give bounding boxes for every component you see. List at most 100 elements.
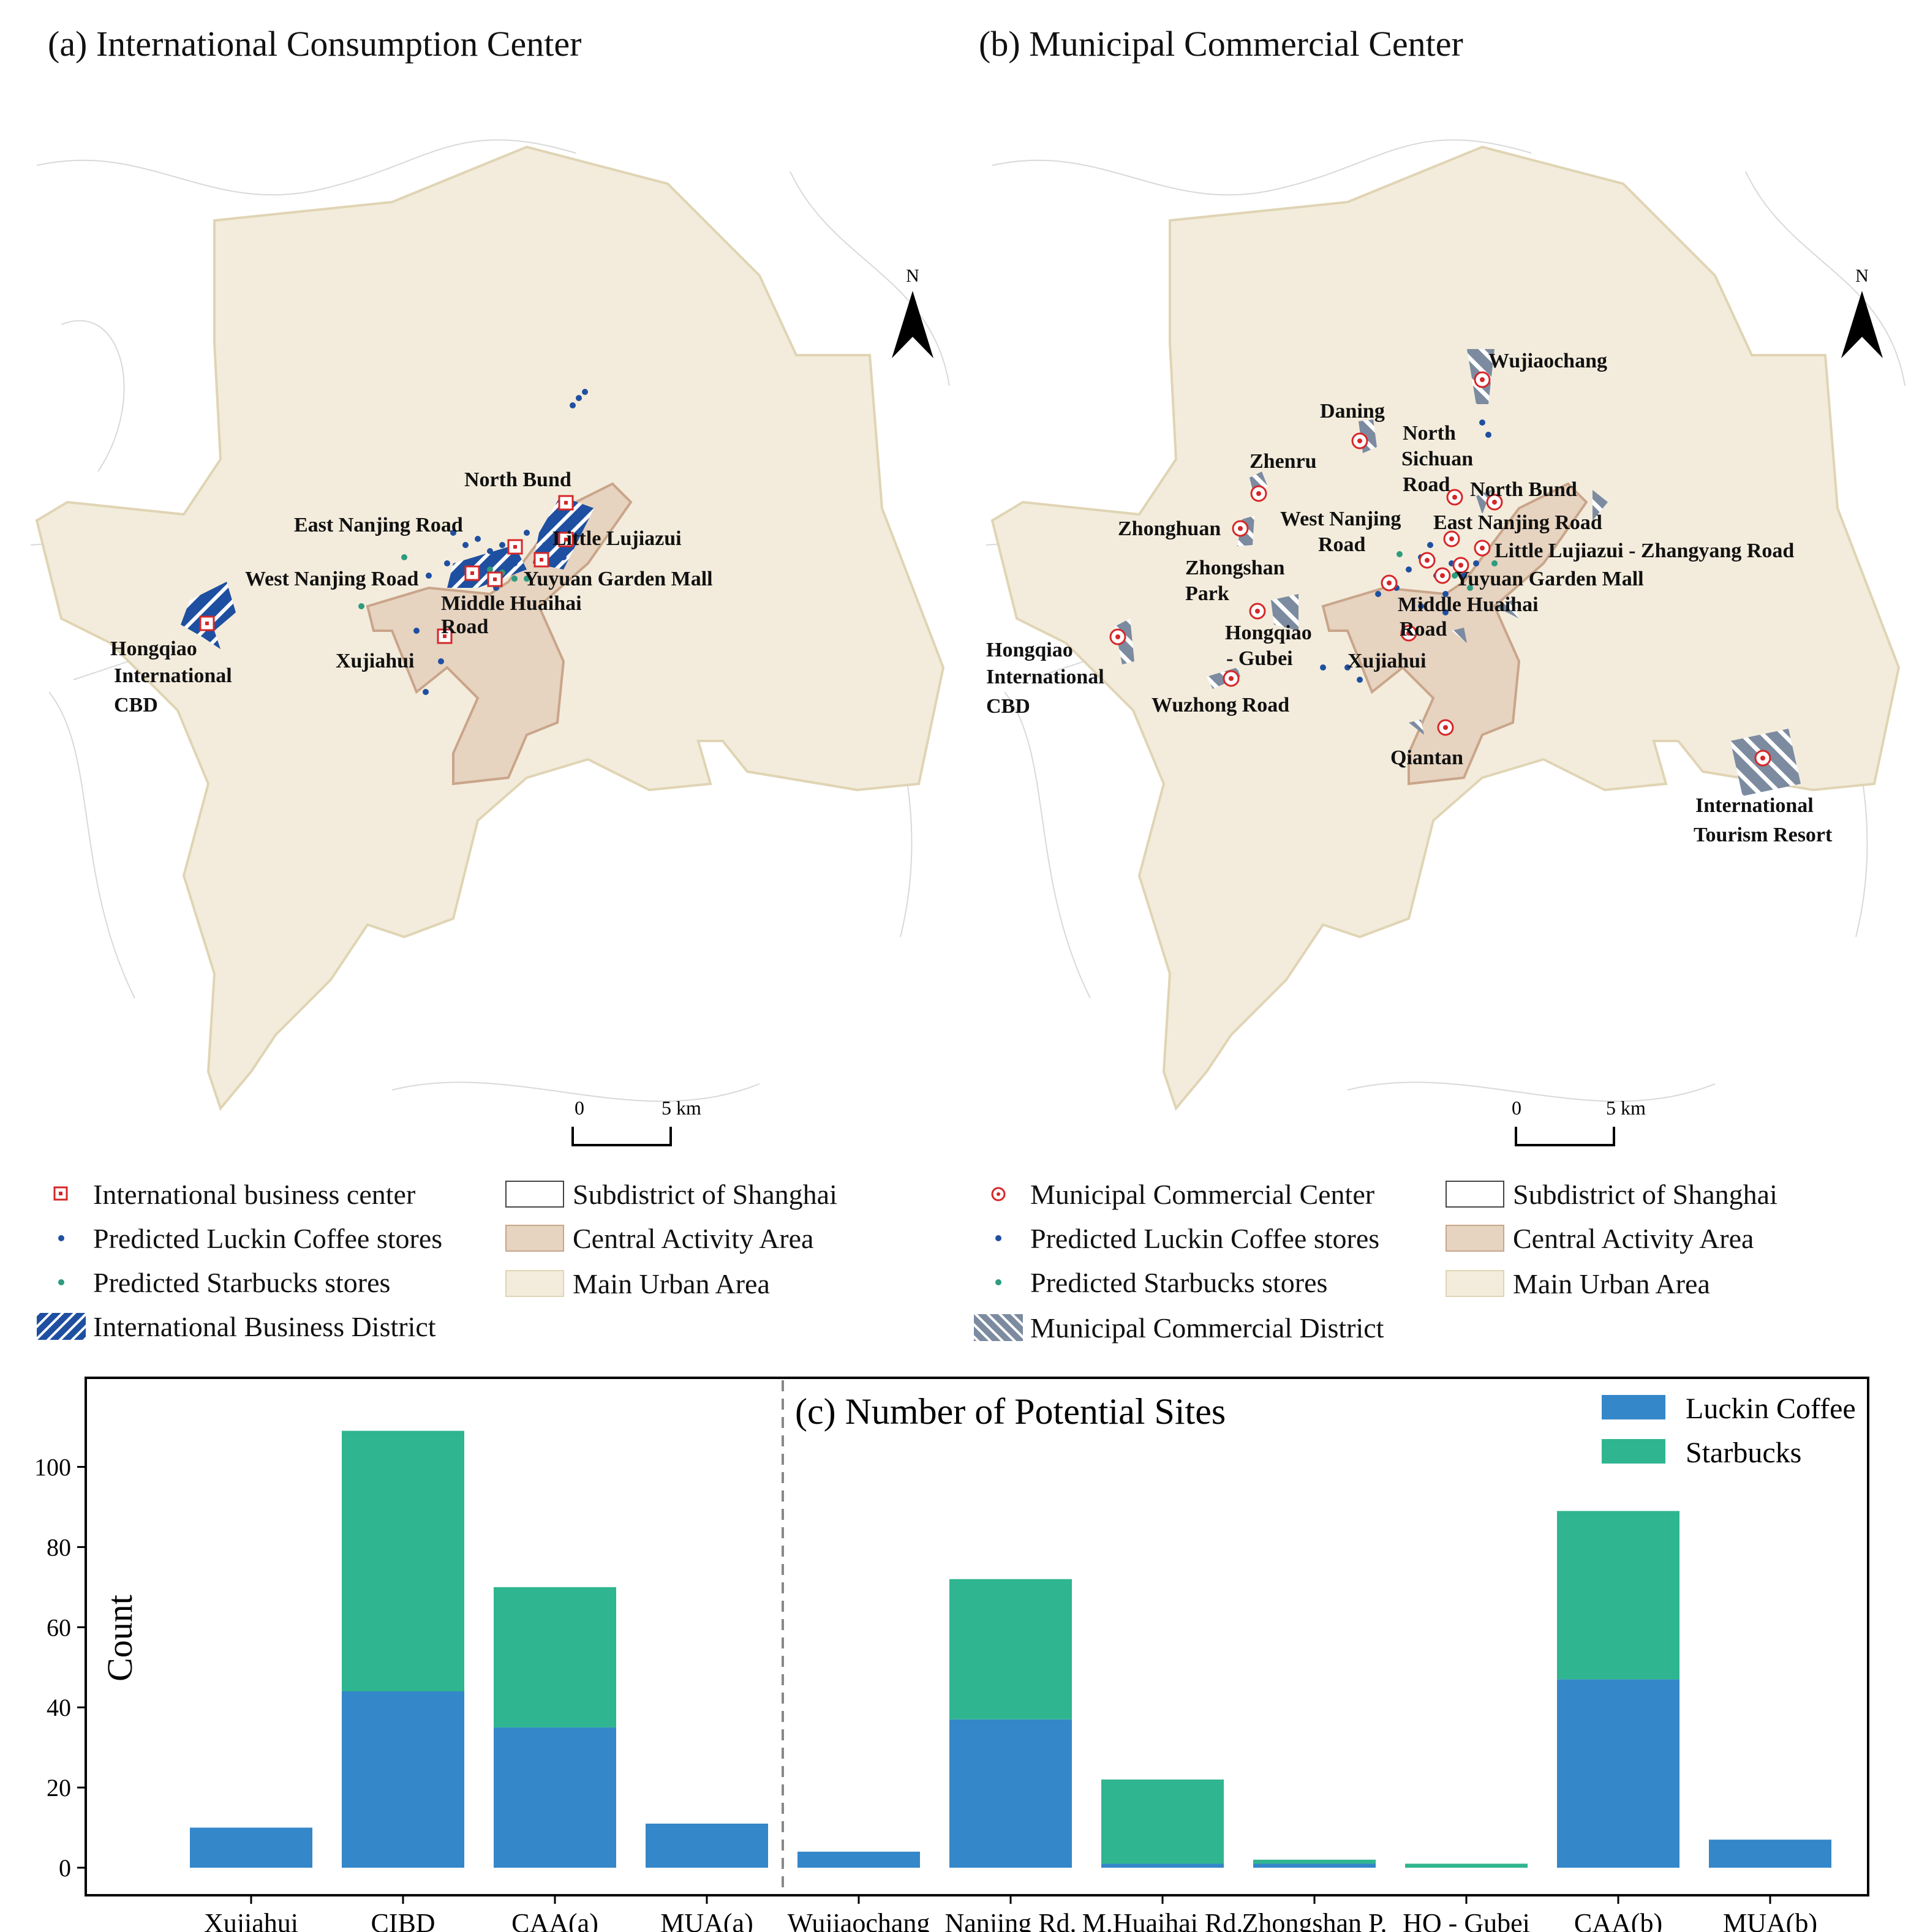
label-b-hongqiao-cbd-3: CBD bbox=[986, 695, 1030, 718]
label-b-zhenru: Zhenru bbox=[1250, 450, 1317, 473]
dot-icon bbox=[37, 1268, 86, 1297]
legend-b: Municipal Commercial Center Predicted Lu… bbox=[974, 1176, 1917, 1359]
label-b-middle-huaihai-2: Road bbox=[1400, 618, 1447, 641]
label-a-yuyuan: Yuyuan Garden Mall bbox=[524, 568, 713, 590]
dot-icon bbox=[974, 1268, 1023, 1297]
legend-b-center: Municipal Commercial Center bbox=[974, 1176, 1374, 1212]
bar-luckin-7 bbox=[1253, 1863, 1376, 1868]
subdistrict-swatch-icon bbox=[505, 1181, 564, 1208]
y-tick-label: 80 bbox=[47, 1533, 71, 1561]
label-b-zhonghuan: Zhonghuan bbox=[1118, 517, 1221, 540]
y-tick-label: 40 bbox=[47, 1694, 71, 1721]
map-a-luckin-points bbox=[413, 389, 588, 695]
dot-icon bbox=[37, 1223, 86, 1253]
bar-starbucks-6 bbox=[1101, 1780, 1224, 1864]
label-b-wujiaochang: Wujiaochang bbox=[1488, 350, 1607, 372]
chart-y-ticks: 0 20 40 60 80 100 bbox=[34, 1453, 86, 1882]
chart-title: (c) Number of Potential Sites bbox=[795, 1391, 1226, 1432]
label-b-resort-1: International bbox=[1695, 794, 1814, 817]
mua-swatch-icon bbox=[1446, 1270, 1504, 1297]
bar-starbucks-2 bbox=[494, 1587, 616, 1727]
svg-text:5 km: 5 km bbox=[662, 1097, 701, 1119]
map-a: North Bund East Nanjing Road Little Luji… bbox=[30, 139, 950, 1146]
y-tick-label: 100 bbox=[34, 1453, 71, 1481]
chart-bars bbox=[190, 1430, 1831, 1868]
legend-starbucks-swatch bbox=[1602, 1439, 1665, 1464]
bar-starbucks-9 bbox=[1557, 1511, 1679, 1680]
x-tick-label: MUA(a) bbox=[660, 1908, 753, 1932]
label-a-xujiahui: Xujiahui bbox=[336, 650, 415, 672]
svg-text:0: 0 bbox=[575, 1097, 584, 1119]
map-b-central-activity-area bbox=[1321, 482, 1588, 786]
panel-a-title: (a) International Consumption Center bbox=[48, 24, 582, 64]
label-b-qiantan: Qiantan bbox=[1390, 746, 1463, 769]
map-b-luckin-points bbox=[1320, 419, 1491, 683]
x-tick-label: HQ - Gubei bbox=[1403, 1908, 1530, 1932]
label-b-hongqiao-cbd-1: Hongqiao bbox=[986, 639, 1073, 661]
label-b-north-bund: North Bund bbox=[1470, 478, 1577, 501]
bar-luckin-0 bbox=[190, 1827, 312, 1868]
label-b-north-sichuan-3: Road bbox=[1403, 473, 1450, 496]
label-b-resort-2: Tourism Resort bbox=[1694, 824, 1833, 846]
label-a-east-nanjing: East Nanjing Road bbox=[294, 514, 463, 536]
bar-luckin-3 bbox=[646, 1824, 768, 1868]
label-b-wuzhong: Wuzhong Road bbox=[1152, 694, 1289, 716]
x-tick-label: CAA(b) bbox=[1574, 1908, 1662, 1932]
map-a-north-arrow: N bbox=[892, 266, 933, 358]
bar-luckin-2 bbox=[494, 1727, 616, 1868]
hatch-swatch-icon bbox=[37, 1312, 86, 1341]
label-b-hongqiao-cbd-2: International bbox=[986, 666, 1104, 688]
bar-starbucks-5 bbox=[949, 1579, 1072, 1720]
label-a-north-bund: North Bund bbox=[464, 468, 571, 491]
svg-text:0: 0 bbox=[1512, 1097, 1521, 1119]
label-a-west-nanjing: West Nanjing Road bbox=[245, 568, 418, 590]
x-tick-label: CAA(a) bbox=[511, 1908, 598, 1932]
bar-luckin-6 bbox=[1101, 1863, 1224, 1868]
label-b-zhongshan-1: Zhongshan bbox=[1185, 557, 1285, 579]
caa-swatch-icon bbox=[505, 1225, 564, 1252]
label-a-hongqiao-3: CBD bbox=[114, 694, 158, 716]
hatch-swatch-icon bbox=[974, 1313, 1023, 1342]
map-b-starbucks-points bbox=[1397, 551, 1498, 591]
legend-b-subdistrict: Subdistrict of Shanghai bbox=[1446, 1176, 1777, 1212]
legend-a-center: International business center bbox=[37, 1176, 415, 1212]
legend-b-starbucks: Predicted Starbucks stores bbox=[974, 1264, 1327, 1301]
label-a-little-lujiazui: Little Lujiazui bbox=[552, 527, 682, 550]
caa-swatch-icon bbox=[1446, 1225, 1504, 1252]
label-b-middle-huaihai-1: Middle Huaihai bbox=[1398, 593, 1539, 616]
legend-b-luckin: Predicted Luckin Coffee stores bbox=[974, 1220, 1379, 1257]
subdistrict-swatch-icon bbox=[1446, 1181, 1504, 1208]
chart-ylabel: Count bbox=[100, 1595, 140, 1682]
legend-b-district: Municipal Commercial District bbox=[974, 1309, 1384, 1346]
x-tick-label: Wujiaochang bbox=[788, 1908, 930, 1932]
chart-legend: Luckin Coffee Starbucks bbox=[1602, 1393, 1856, 1469]
map-b-scale-bar: 0 5 km bbox=[1512, 1097, 1646, 1146]
label-b-yuyuan: Yuyuan Garden Mall bbox=[1455, 568, 1644, 590]
legend-b-caa: Central Activity Area bbox=[1446, 1220, 1754, 1257]
x-tick-label: Zhongshan P. bbox=[1242, 1908, 1387, 1932]
map-a-scale-bar: 0 5 km bbox=[571, 1097, 701, 1146]
chart-x-ticks: Xujiahui CIBD CAA(a) MUA(a) Wujiaochang Nanji… bbox=[204, 1895, 1817, 1932]
label-a-middle-huaihai-road: Road bbox=[441, 615, 489, 638]
map-a-center-markers bbox=[199, 495, 574, 644]
circle-marker-icon bbox=[974, 1179, 1023, 1209]
label-a-hongqiao-1: Hongqiao bbox=[110, 637, 197, 660]
panel-b-title: (b) Municipal Commercial Center bbox=[979, 24, 1463, 64]
legend-a-subdistrict: Subdistrict of Shanghai bbox=[505, 1176, 837, 1212]
label-b-daning: Daning bbox=[1320, 400, 1385, 423]
x-tick-label: CIBD bbox=[371, 1908, 435, 1932]
legend-a: International business center Predicted … bbox=[37, 1176, 968, 1359]
map-b-center-markers bbox=[1109, 371, 1771, 767]
label-b-xujiahui: Xujiahui bbox=[1348, 650, 1427, 672]
label-b-east-nanjing: East Nanjing Road bbox=[1433, 511, 1602, 534]
label-b-hongqiao-gubei-2: - Gubei bbox=[1226, 647, 1293, 670]
label-b-little-lujiazui: Little Lujiazui - Zhangyang Road bbox=[1495, 539, 1794, 562]
legend-luckin-label: Luckin Coffee bbox=[1686, 1393, 1856, 1425]
legend-a-district: International Business District bbox=[37, 1308, 436, 1345]
label-b-west-nanjing-2: Road bbox=[1318, 533, 1366, 556]
bar-luckin-9 bbox=[1557, 1679, 1679, 1868]
y-tick-label: 60 bbox=[47, 1614, 71, 1641]
map-b-north-arrow: N bbox=[1841, 266, 1883, 358]
x-tick-label: Nanjing Rd. bbox=[944, 1908, 1076, 1932]
bar-starbucks-1 bbox=[342, 1430, 464, 1691]
